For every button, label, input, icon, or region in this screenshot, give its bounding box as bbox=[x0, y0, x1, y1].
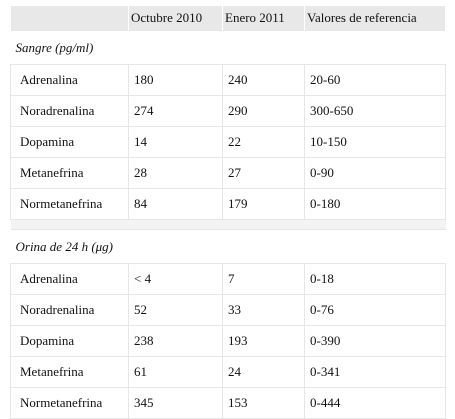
header-empty-cell bbox=[10, 6, 129, 31]
value-reference: 0-180 bbox=[304, 188, 446, 220]
value-jan2011: 290 bbox=[222, 95, 305, 127]
value-jan2011: 153 bbox=[222, 387, 305, 419]
table-row: Dopamina 238 193 0-390 bbox=[10, 325, 446, 357]
value-reference: 0-390 bbox=[304, 325, 446, 357]
row-label: Normetanefrina bbox=[10, 188, 129, 220]
header-reference-values: Valores de referencia bbox=[304, 6, 446, 31]
value-oct2010: 180 bbox=[128, 64, 223, 96]
value-jan2011: 193 bbox=[222, 325, 305, 357]
row-label: Adrenalina bbox=[10, 263, 129, 295]
value-reference: 0-444 bbox=[304, 387, 446, 419]
row-label: Metanefrina bbox=[10, 356, 129, 388]
table-row: Dopamina 14 22 10-150 bbox=[10, 126, 446, 158]
table-row: Metanefrina 28 27 0-90 bbox=[10, 157, 446, 189]
table-row: Normetanefrina 345 153 0-444 bbox=[10, 387, 446, 419]
section-title: Orina de 24 h (μg) bbox=[10, 229, 446, 264]
value-jan2011: 22 bbox=[222, 126, 305, 158]
table-row: Normetanefrina 84 179 0-180 bbox=[10, 188, 446, 220]
value-reference: 0-341 bbox=[304, 356, 446, 388]
row-label: Noradrenalina bbox=[10, 95, 129, 127]
section-title: Sangre (pg/ml) bbox=[10, 30, 446, 65]
row-label: Adrenalina bbox=[10, 64, 129, 96]
value-reference: 0-18 bbox=[304, 263, 446, 295]
value-jan2011: 7 bbox=[222, 263, 305, 295]
table-row: Metanefrina 61 24 0-341 bbox=[10, 356, 446, 388]
row-label: Metanefrina bbox=[10, 157, 129, 189]
catecholamine-table: Octubre 2010 Enero 2011 Valores de refer… bbox=[10, 6, 446, 419]
table-header-row: Octubre 2010 Enero 2011 Valores de refer… bbox=[10, 6, 446, 31]
section-row-urine: Orina de 24 h (μg) bbox=[10, 229, 446, 264]
value-oct2010: 345 bbox=[128, 387, 223, 419]
value-jan2011: 240 bbox=[222, 64, 305, 96]
value-oct2010: 52 bbox=[128, 294, 223, 326]
row-label: Normetanefrina bbox=[10, 387, 129, 419]
value-reference: 300-650 bbox=[304, 95, 446, 127]
section-spacer bbox=[10, 219, 446, 230]
value-reference: 0-90 bbox=[304, 157, 446, 189]
header-october-2010: Octubre 2010 bbox=[128, 6, 223, 31]
value-oct2010: 274 bbox=[128, 95, 223, 127]
table-row: Noradrenalina 274 290 300-650 bbox=[10, 95, 446, 127]
value-jan2011: 24 bbox=[222, 356, 305, 388]
header-january-2011: Enero 2011 bbox=[222, 6, 305, 31]
value-jan2011: 33 bbox=[222, 294, 305, 326]
section-row-blood: Sangre (pg/ml) bbox=[10, 30, 446, 65]
row-label: Dopamina bbox=[10, 325, 129, 357]
value-reference: 20-60 bbox=[304, 64, 446, 96]
table-row: Adrenalina < 4 7 0-18 bbox=[10, 263, 446, 295]
value-oct2010: 28 bbox=[128, 157, 223, 189]
table-row: Noradrenalina 52 33 0-76 bbox=[10, 294, 446, 326]
value-reference: 0-76 bbox=[304, 294, 446, 326]
value-jan2011: 179 bbox=[222, 188, 305, 220]
value-oct2010: 238 bbox=[128, 325, 223, 357]
value-jan2011: 27 bbox=[222, 157, 305, 189]
value-oct2010: 84 bbox=[128, 188, 223, 220]
value-reference: 10-150 bbox=[304, 126, 446, 158]
row-label: Dopamina bbox=[10, 126, 129, 158]
value-oct2010: 14 bbox=[128, 126, 223, 158]
value-oct2010: 61 bbox=[128, 356, 223, 388]
value-oct2010: < 4 bbox=[128, 263, 223, 295]
table-row: Adrenalina 180 240 20-60 bbox=[10, 64, 446, 96]
row-label: Noradrenalina bbox=[10, 294, 129, 326]
